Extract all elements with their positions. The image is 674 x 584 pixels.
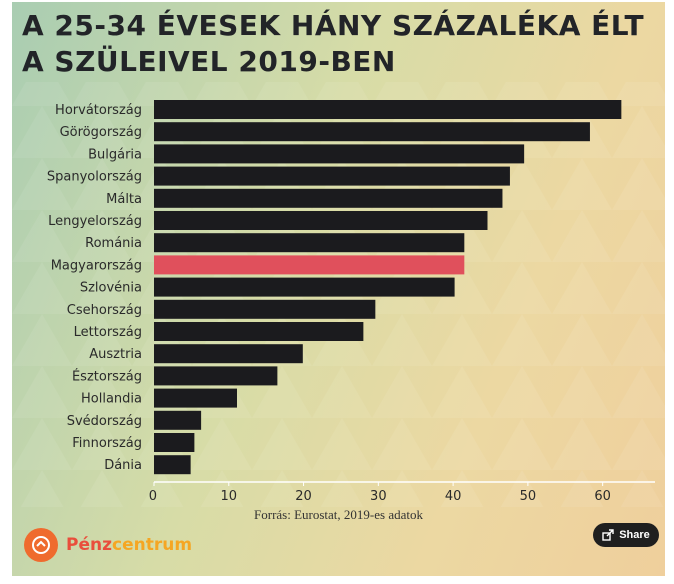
bar-magyarorszag: [154, 255, 465, 275]
x-tick-label: 10: [221, 489, 238, 504]
category-label: Románia: [85, 236, 142, 251]
category-label: Bulgária: [88, 147, 142, 162]
x-tick-label: 40: [445, 489, 462, 504]
share-button[interactable]: Share: [593, 523, 659, 547]
bar-lettorszag: [154, 322, 364, 341]
bar-gorogorszag: [154, 122, 590, 142]
bar-chart: Horvátország Görögország Bulgária Spanyolor…: [12, 82, 665, 507]
bar-lengyelorszag: [154, 211, 488, 230]
chart-card: A 25-34 ÉVESEK HÁNY SZÁZALÉKA ÉLT A SZÜL…: [12, 2, 665, 576]
bar-szlovenia: [154, 277, 455, 297]
category-label: Csehország: [67, 303, 142, 318]
chart-title: A 25-34 ÉVESEK HÁNY SZÁZALÉKA ÉLT A SZÜL…: [22, 9, 645, 78]
brand-logo[interactable]: Pénzcentrum: [24, 525, 192, 565]
category-label: Svédország: [67, 414, 142, 429]
bar-csehorszag: [154, 299, 376, 319]
category-label: Magyarország: [51, 258, 142, 273]
piggy-coin-icon: [24, 528, 58, 562]
category-label: Görögország: [60, 125, 142, 140]
brand-name-part2: centrum: [112, 535, 193, 555]
bar-spanyolorszag: [154, 166, 510, 186]
bar-ausztria: [154, 344, 303, 364]
bar-bulgaria: [154, 144, 525, 164]
bar-hollandia: [154, 388, 238, 408]
bar-finnorszag: [154, 433, 195, 452]
bar-svedorszag: [154, 410, 202, 430]
category-label: Szlovénia: [80, 281, 142, 296]
category-label: Hollandia: [81, 392, 142, 407]
bar-dania: [154, 455, 191, 475]
x-tick-label: 0: [149, 489, 157, 504]
source-note: Forrás: Eurostat, 2019-es adatok: [254, 507, 423, 522]
share-label: Share: [619, 529, 650, 541]
category-label: Spanyolország: [47, 170, 142, 185]
brand-name-part1: Pénz: [66, 535, 112, 555]
bar-romania: [154, 233, 465, 253]
category-label: Horvátország: [55, 103, 142, 118]
category-label: Dánia: [104, 458, 142, 473]
x-tick-label: 20: [295, 489, 312, 504]
brand-name: Pénzcentrum: [66, 535, 192, 555]
share-icon: [602, 529, 614, 541]
category-label: Málta: [106, 192, 142, 207]
bar-esztorszag: [154, 366, 278, 386]
bar-horvatorszag: [154, 100, 622, 119]
category-label: Lengyelország: [48, 214, 142, 229]
category-label: Észtország: [72, 368, 142, 384]
category-label: Ausztria: [89, 347, 142, 362]
category-label: Finnország: [72, 436, 142, 451]
x-tick-label: 60: [594, 489, 611, 504]
bar-malta: [154, 188, 503, 208]
x-tick-label: 30: [370, 489, 387, 504]
category-label: Lettország: [74, 325, 142, 340]
x-tick-label: 50: [520, 489, 537, 504]
